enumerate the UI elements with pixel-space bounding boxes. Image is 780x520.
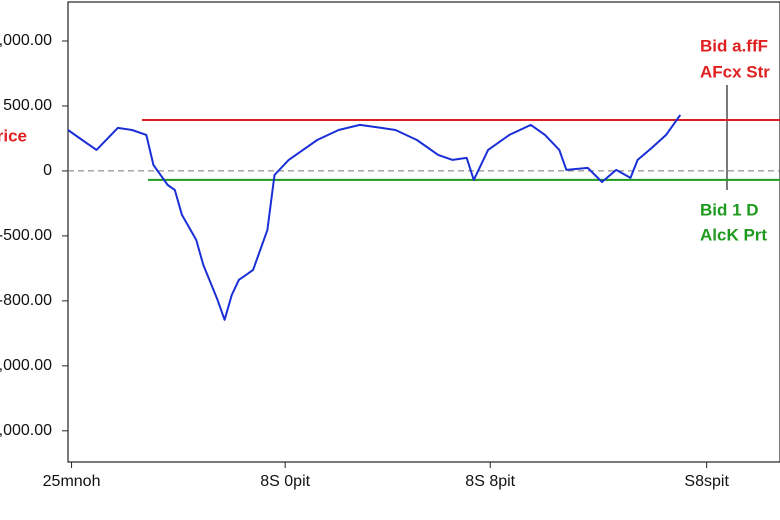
y-tick-label: -800.00: [0, 292, 52, 309]
y-tick-label: -2,000.00: [0, 422, 52, 439]
y-tick-label: 1,000.00: [0, 32, 52, 49]
y-tick-label: 500.00: [3, 97, 52, 114]
y-tick-label: -1,000.00: [0, 357, 52, 374]
y-axis-label: Price: [0, 126, 27, 145]
plot-frame: [67, 1, 780, 463]
x-tick-label: S8spit: [684, 473, 729, 490]
price-line: [67, 114, 682, 321]
annotation: AlcK Prt: [700, 225, 767, 244]
y-tick-label: 0: [43, 162, 52, 179]
y-tick-label: -500.00: [0, 227, 52, 244]
x-tick-label: 8S 8pit: [465, 473, 515, 490]
x-tick-label: 25mnoh: [43, 473, 101, 490]
annotation: AFcx Str: [700, 62, 770, 81]
annotation: Bid a.ffF: [700, 36, 768, 55]
annotation: Bid 1 D: [700, 200, 759, 219]
x-tick-label: 8S 0pit: [260, 473, 310, 490]
